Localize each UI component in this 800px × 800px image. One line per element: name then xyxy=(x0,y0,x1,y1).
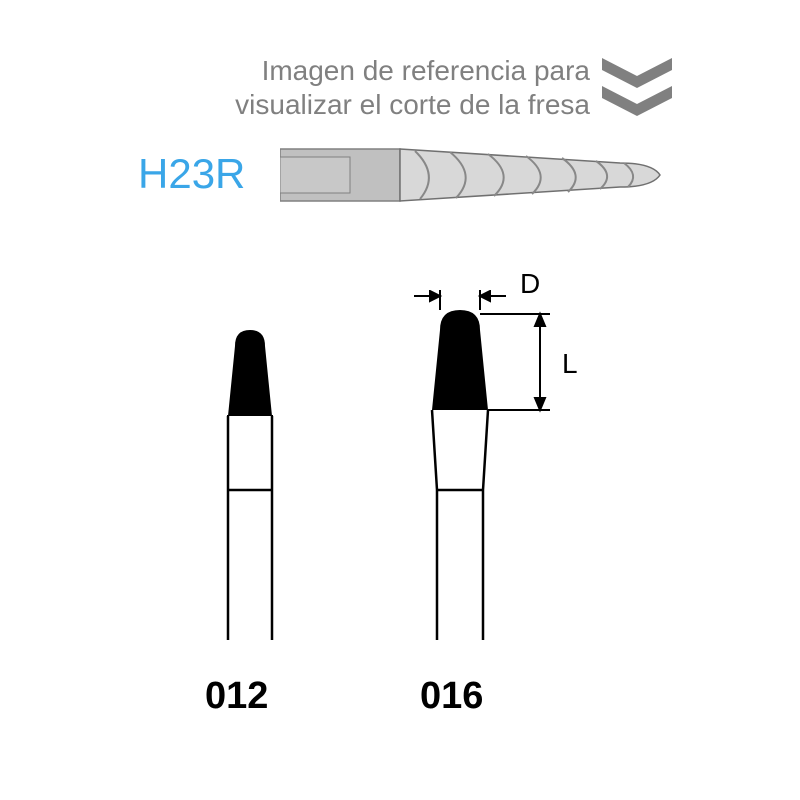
dimension-l-label: L xyxy=(562,348,578,380)
bur-diagram-016 xyxy=(400,290,600,640)
dimension-l-markers xyxy=(480,314,550,410)
size-label-016: 016 xyxy=(420,675,483,718)
product-code: H23R xyxy=(138,150,245,198)
reference-caption: Imagen de referencia para visualizar el … xyxy=(100,54,590,121)
caption-line-1: Imagen de referencia para xyxy=(100,54,590,88)
product-diagram: { "header": { "line1": "Imagen de refere… xyxy=(0,0,800,800)
reference-bur-side-view xyxy=(280,135,670,215)
dimension-d-markers xyxy=(414,290,506,310)
caption-line-2: visualizar el corte de la fresa xyxy=(100,88,590,122)
bur-diagram-012 xyxy=(190,330,310,640)
size-label-012: 012 xyxy=(205,675,268,718)
chevron-down-double-icon xyxy=(602,58,672,118)
dimension-d-label: D xyxy=(520,268,540,300)
